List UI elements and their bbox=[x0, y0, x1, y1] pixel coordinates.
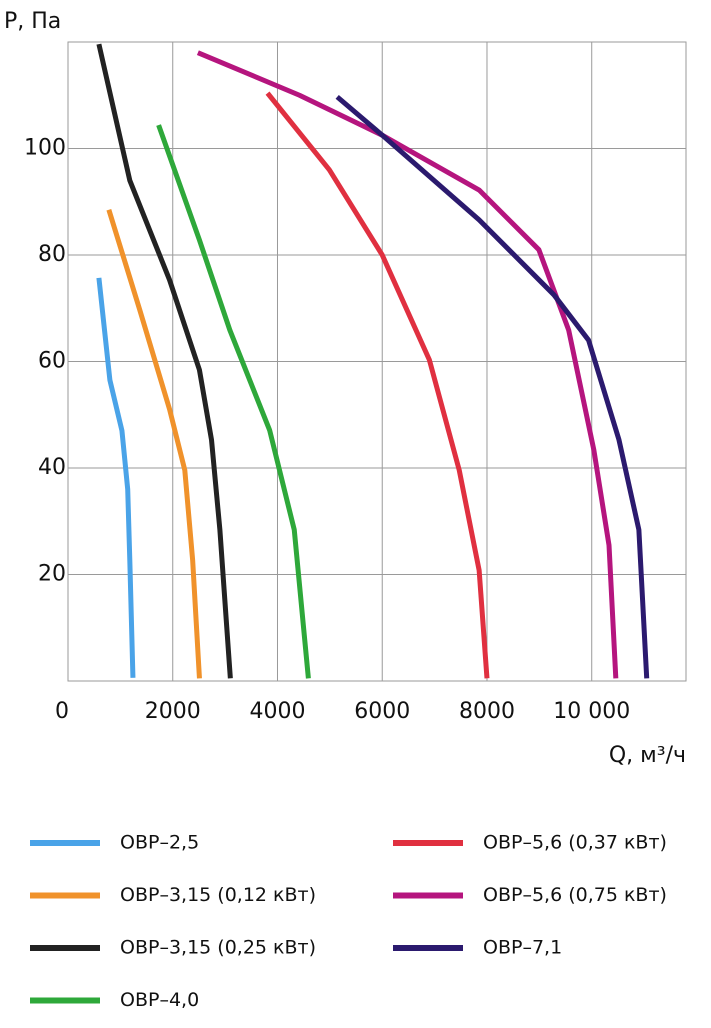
legend-label: ОВР–7,1 bbox=[483, 937, 562, 959]
y-tick-label: 60 bbox=[38, 349, 66, 374]
x-tick-label: 2000 bbox=[145, 699, 201, 724]
x-tick-label: 0 bbox=[55, 699, 69, 724]
legend-label: ОВР–2,5 bbox=[120, 832, 199, 854]
line-series bbox=[196, 50, 619, 679]
x-tick-label: 4000 bbox=[249, 699, 305, 724]
x-tick-label: 6000 bbox=[354, 699, 410, 724]
legend-label: ОВР–5,6 (0,75 кВт) bbox=[483, 884, 667, 906]
line-series bbox=[96, 43, 233, 679]
x-tick-label: 10 000 bbox=[553, 699, 630, 724]
y-tick-label: 100 bbox=[24, 136, 66, 161]
legend-label: ОВР–5,6 (0,37 кВт) bbox=[483, 832, 667, 854]
x-axis-title: Q, м³/ч bbox=[609, 743, 686, 768]
y-tick-label: 40 bbox=[38, 455, 66, 480]
line-series bbox=[96, 277, 136, 678]
legend-label: ОВР–3,15 (0,25 кВт) bbox=[120, 937, 316, 959]
x-tick-label: 8000 bbox=[459, 699, 515, 724]
line-series bbox=[265, 91, 490, 679]
line-series bbox=[106, 209, 202, 679]
y-tick-label: 20 bbox=[38, 562, 66, 587]
y-tick-label: 80 bbox=[38, 242, 66, 267]
legend-label: ОВР–3,15 (0,12 кВт) bbox=[120, 884, 316, 906]
line-series bbox=[156, 124, 311, 679]
legend-label: ОВР–4,0 bbox=[120, 989, 199, 1011]
y-axis-title: P, Па bbox=[4, 9, 61, 34]
line-series bbox=[335, 94, 650, 679]
